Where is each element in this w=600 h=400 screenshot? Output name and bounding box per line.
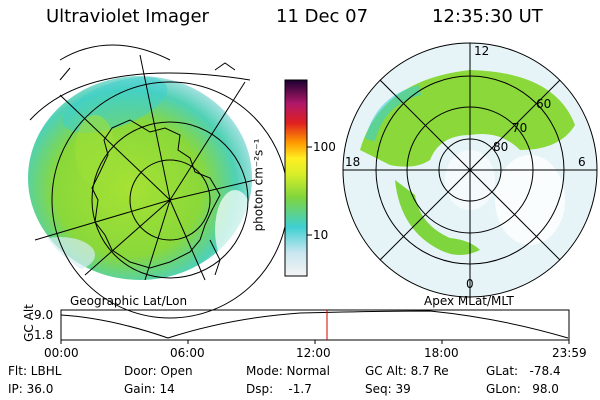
mlat-label-60: 60 bbox=[536, 97, 552, 111]
gain-status: Gain: 14 bbox=[124, 382, 175, 396]
orbit-xtick-2359: 23:59 bbox=[552, 346, 587, 360]
right-map-caption: Apex MLat/MLT bbox=[424, 294, 514, 308]
antarctica-coastline bbox=[91, 119, 221, 269]
ip-status: IP: 36.0 bbox=[8, 382, 54, 396]
left-grid bbox=[29, 44, 289, 319]
mode-status: Mode: Normal bbox=[246, 364, 330, 378]
orbit-xtick-1200: 12:00 bbox=[296, 346, 331, 360]
orbit-xtick-0600: 06:00 bbox=[170, 346, 205, 360]
mlt-label-12: 12 bbox=[474, 44, 490, 58]
left-map-caption: Geographic Lat/Lon bbox=[70, 294, 188, 308]
orbit-ytick-1-8: 1.8 bbox=[34, 328, 54, 342]
island-outlines bbox=[59, 62, 236, 276]
orbit-ytick-9: 9.0 bbox=[34, 308, 54, 322]
orbit-altitude-curve bbox=[60, 310, 569, 339]
mlt-label-0: 0 bbox=[466, 277, 474, 291]
orbit-xtick-1800: 18:00 bbox=[424, 346, 459, 360]
time-label: 12:35:30 UT bbox=[432, 6, 543, 27]
mlat-label-70: 70 bbox=[512, 121, 528, 135]
glat-status: GLat: -78.4 bbox=[486, 364, 561, 378]
colorbar-tick-100: 100 bbox=[313, 140, 336, 154]
dsp-status: Dsp: -1.7 bbox=[246, 382, 312, 396]
instrument-title: Ultraviolet Imager bbox=[46, 6, 209, 27]
right-grid bbox=[342, 42, 598, 298]
date-label: 11 Dec 07 bbox=[276, 6, 369, 27]
door-status: Door: Open bbox=[124, 364, 193, 378]
orbit-plot-frame bbox=[60, 309, 570, 341]
glon-status: GLon: 98.0 bbox=[486, 382, 559, 396]
seq-status: Seq: 39 bbox=[365, 382, 411, 396]
mlt-label-18: 18 bbox=[345, 155, 361, 169]
mlat-label-80: 80 bbox=[493, 140, 509, 154]
colorbar-gradient bbox=[284, 79, 308, 277]
mlt-label-6: 6 bbox=[578, 155, 586, 169]
gc-alt-status: GC Alt: 8.7 Re bbox=[365, 364, 449, 378]
filter-status: Flt: LBHL bbox=[8, 364, 62, 378]
colorbar-tick-10: 10 bbox=[313, 228, 329, 242]
orbit-xtick-0000: 00:00 bbox=[44, 346, 79, 360]
